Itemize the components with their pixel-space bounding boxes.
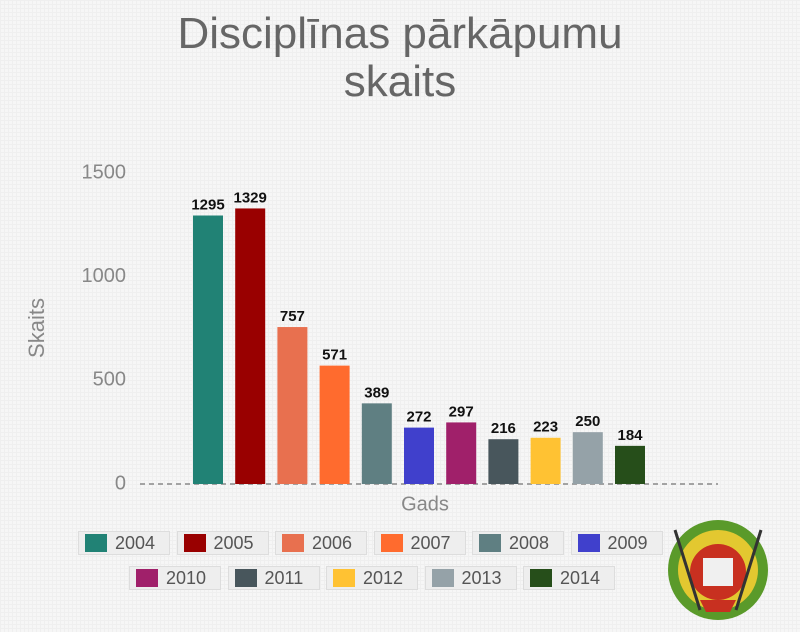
value-label: 389 <box>364 384 389 401</box>
legend-label: 2010 <box>166 567 207 588</box>
legend-swatch <box>85 534 107 552</box>
legend-swatch <box>183 534 206 552</box>
legend-item[interactable]: 2010 <box>129 566 221 590</box>
legend-item[interactable]: 2012 <box>326 566 418 590</box>
value-label: 297 <box>449 403 474 420</box>
value-label: 216 <box>491 420 516 437</box>
legend-item[interactable]: 2006 <box>275 531 367 555</box>
legend-label: 2004 <box>115 532 156 553</box>
bar <box>572 432 603 484</box>
value-label: 223 <box>533 419 558 436</box>
legend-swatch <box>380 534 403 552</box>
legend-swatch <box>136 569 158 587</box>
legend-swatch <box>431 569 454 587</box>
bar <box>446 422 477 484</box>
value-label: 1295 <box>191 196 224 213</box>
legend-swatch <box>479 534 501 552</box>
legend-swatch <box>282 534 304 552</box>
legend-item[interactable]: 2011 <box>227 566 320 590</box>
legend-label: 2008 <box>509 532 550 553</box>
bar <box>488 439 519 484</box>
y-axis-label: Skaits <box>24 298 49 358</box>
value-label: 757 <box>280 308 305 325</box>
legend-item[interactable]: 2007 <box>373 531 466 555</box>
legend-label: 2006 <box>312 532 353 553</box>
legend-label: 2009 <box>607 532 648 553</box>
value-label: 571 <box>322 347 347 364</box>
y-tick-label: 0 <box>115 472 126 494</box>
value-label: 250 <box>575 413 600 430</box>
legend-label: 2005 <box>213 532 254 553</box>
legend-label: 2012 <box>363 567 404 588</box>
bar <box>361 403 392 484</box>
y-tick-label: 1500 <box>82 161 127 183</box>
legend-item[interactable]: 2005 <box>176 531 269 555</box>
bar <box>277 327 308 484</box>
chart-title: Disciplīnas pārkāpumu skaits <box>177 9 623 106</box>
bar <box>530 437 561 484</box>
value-label: 272 <box>406 409 431 426</box>
legend-label: 2011 <box>264 567 304 588</box>
bar <box>193 215 223 484</box>
bar <box>615 445 645 484</box>
bar <box>235 208 266 485</box>
legend-swatch <box>530 569 552 587</box>
legend-item[interactable]: 2004 <box>78 531 170 555</box>
legend-swatch <box>333 569 355 587</box>
bar <box>319 365 350 484</box>
legend-item[interactable]: 2008 <box>472 531 564 555</box>
legend-item[interactable]: 2013 <box>424 566 517 590</box>
value-label: 1329 <box>234 189 267 206</box>
value-label: 184 <box>617 427 643 444</box>
legend-swatch <box>234 569 257 587</box>
bar <box>404 427 434 484</box>
logo <box>668 520 768 620</box>
y-tick-label: 500 <box>93 369 126 391</box>
legend-label: 2013 <box>461 567 502 588</box>
legend-label: 2007 <box>410 532 451 553</box>
legend-item[interactable]: 2014 <box>523 566 615 590</box>
y-tick-label: 1000 <box>82 265 127 287</box>
legend-item[interactable]: 2009 <box>570 531 663 555</box>
x-axis-label: Gads <box>401 493 449 515</box>
legend-label: 2014 <box>560 567 601 588</box>
legend-swatch <box>577 534 600 552</box>
